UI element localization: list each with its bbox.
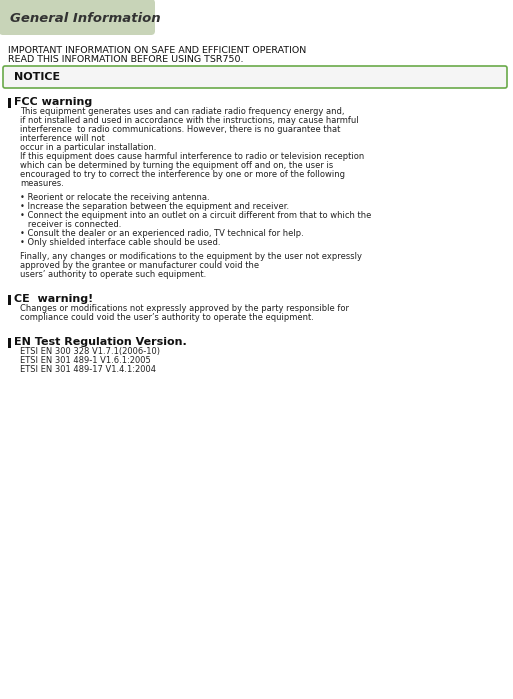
Text: users’ authority to operate such equipment.: users’ authority to operate such equipme…	[20, 270, 206, 279]
Text: occur in a particular installation.: occur in a particular installation.	[20, 143, 156, 152]
Text: NOTICE: NOTICE	[14, 72, 60, 82]
Text: Changes or modifications not expressly approved by the party responsible for: Changes or modifications not expressly a…	[20, 304, 349, 313]
Text: receiver is connected.: receiver is connected.	[20, 220, 122, 229]
Bar	[8, 295, 11, 305]
Text: • Increase the separation between the equipment and receiver.: • Increase the separation between the eq…	[20, 202, 289, 211]
Text: ETSI EN 301 489-1 V1.6.1:2005: ETSI EN 301 489-1 V1.6.1:2005	[20, 356, 151, 365]
Text: encouraged to try to correct the interference by one or more of the following: encouraged to try to correct the interfe…	[20, 170, 345, 179]
Bar	[8, 98, 11, 108]
Text: This equipment generates uses and can radiate radio frequency energy and,: This equipment generates uses and can ra…	[20, 107, 345, 116]
Bar	[8, 338, 11, 348]
Text: interference will not: interference will not	[20, 134, 105, 143]
Text: measures.: measures.	[20, 179, 64, 188]
Text: Finally, any changes or modifications to the equipment by the user not expressly: Finally, any changes or modifications to…	[20, 252, 362, 261]
Text: FCC warning: FCC warning	[14, 97, 92, 107]
Text: READ THIS INFORMATION BEFORE USING TSR750.: READ THIS INFORMATION BEFORE USING TSR75…	[8, 55, 244, 64]
Text: ETSI EN 300 328 V1.7.1(2006-10): ETSI EN 300 328 V1.7.1(2006-10)	[20, 347, 160, 356]
Text: CE  warning!: CE warning!	[14, 294, 93, 304]
Text: IMPORTANT INFORMATION ON SAFE AND EFFICIENT OPERATION: IMPORTANT INFORMATION ON SAFE AND EFFICI…	[8, 46, 306, 55]
Text: EN Test Regulation Version.: EN Test Regulation Version.	[14, 337, 187, 347]
Text: which can be determined by turning the equipment off and on, the user is: which can be determined by turning the e…	[20, 161, 333, 170]
Text: ETSI EN 301 489-17 V1.4.1:2004: ETSI EN 301 489-17 V1.4.1:2004	[20, 365, 156, 374]
FancyBboxPatch shape	[0, 0, 155, 35]
Text: • Consult the dealer or an experienced radio, TV technical for help.: • Consult the dealer or an experienced r…	[20, 229, 304, 238]
Text: • Reorient or relocate the receiving antenna.: • Reorient or relocate the receiving ant…	[20, 193, 210, 202]
FancyBboxPatch shape	[3, 66, 507, 88]
Text: interference  to radio communications. However, there is no guarantee that: interference to radio communications. Ho…	[20, 125, 340, 134]
Text: • Connect the equipment into an outlet on a circuit different from that to which: • Connect the equipment into an outlet o…	[20, 211, 371, 220]
Text: compliance could void the user’s authority to operate the equipment.: compliance could void the user’s authori…	[20, 313, 314, 322]
Text: if not installed and used in accordance with the instructions, may cause harmful: if not installed and used in accordance …	[20, 116, 359, 125]
Text: • Only shielded interface cable should be used.: • Only shielded interface cable should b…	[20, 238, 221, 247]
Text: General Information: General Information	[10, 11, 161, 24]
Text: approved by the grantee or manufacturer could void the: approved by the grantee or manufacturer …	[20, 261, 259, 270]
Text: If this equipment does cause harmful interference to radio or television recepti: If this equipment does cause harmful int…	[20, 152, 364, 161]
